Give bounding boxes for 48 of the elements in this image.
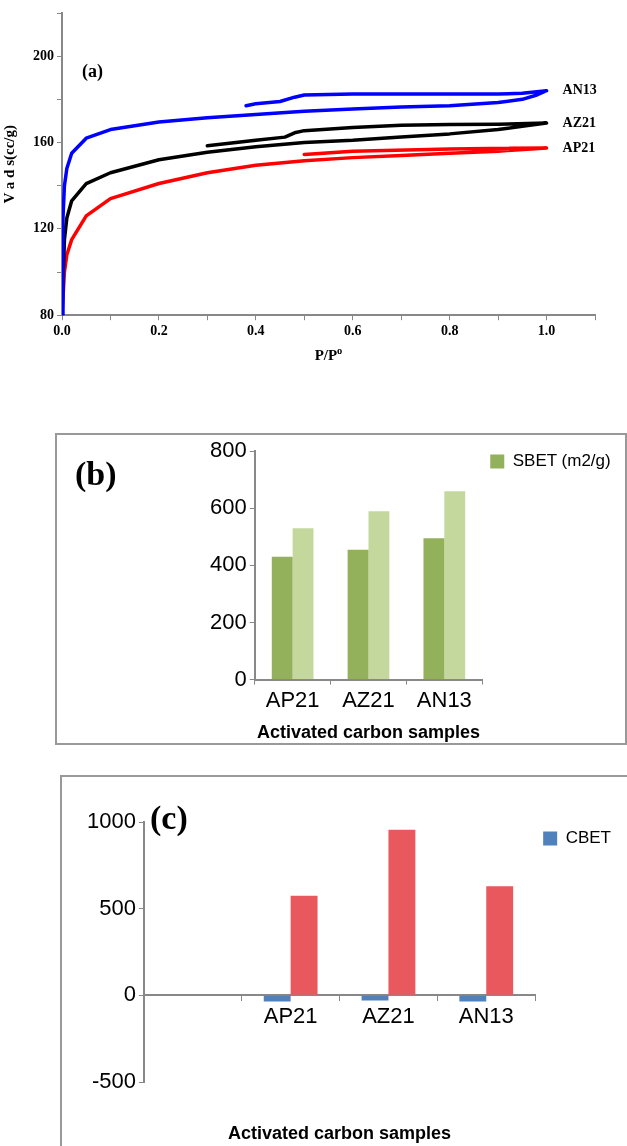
x-tick-label: AZ21 (362, 1002, 415, 1028)
x-tick-label: AP21 (263, 1002, 318, 1028)
x-tick-label: 0.6 (343, 323, 362, 339)
bar (292, 528, 314, 680)
series-label: AP21 (562, 139, 596, 155)
x-tick-label: 0.2 (150, 323, 168, 339)
y-tick-label: 80 (40, 306, 54, 322)
bar (444, 491, 466, 680)
x-tick-label: 0.0 (53, 323, 71, 339)
chart-title: (c) (150, 799, 188, 837)
x-tick-label: 0.4 (247, 323, 265, 339)
y-tick-label: 600 (209, 494, 247, 520)
bar (486, 886, 514, 995)
x-tick-label: AN13 (416, 686, 472, 712)
y-tick-label: 800 (209, 437, 247, 463)
x-tick-label: AN13 (458, 1002, 514, 1028)
bar (347, 549, 369, 680)
y-tick-label: 200 (33, 47, 54, 63)
y-tick-label: 1000 (86, 808, 136, 834)
bar (263, 995, 291, 1002)
x-tick-label: 0.8 (440, 323, 459, 339)
y-tick-label: -500 (91, 1068, 136, 1094)
bar (361, 995, 389, 1001)
bar (459, 995, 487, 1002)
legend-label: CBET (565, 828, 611, 848)
y-tick-label: 0 (234, 665, 247, 691)
bar (271, 556, 293, 680)
series-label: AZ21 (562, 114, 596, 130)
y-tick-label: 160 (33, 134, 54, 150)
bar (290, 895, 318, 995)
x-tick-label: 1.0 (537, 323, 556, 339)
y-axis-title: V a d s(cc/g) (1, 125, 18, 204)
chart-title: (b) (75, 455, 117, 493)
x-tick-label: AZ21 (342, 686, 395, 712)
x-axis-title: Activated carbon samples (256, 722, 481, 742)
legend-label: SBET (m2/g) (512, 451, 611, 471)
bar (368, 511, 390, 680)
y-tick-label: 200 (209, 608, 247, 634)
y-tick-label: 0 (123, 981, 136, 1007)
bar (388, 829, 416, 995)
x-axis-title: Activated carbon samples (228, 1123, 452, 1143)
y-tick-label: 400 (209, 551, 247, 577)
y-tick-label: 500 (99, 894, 136, 920)
text: (a) (82, 61, 103, 82)
bar (423, 538, 445, 680)
y-tick-label: 120 (33, 220, 54, 236)
x-tick-label: AP21 (265, 686, 320, 712)
series-label: AN13 (562, 82, 597, 98)
